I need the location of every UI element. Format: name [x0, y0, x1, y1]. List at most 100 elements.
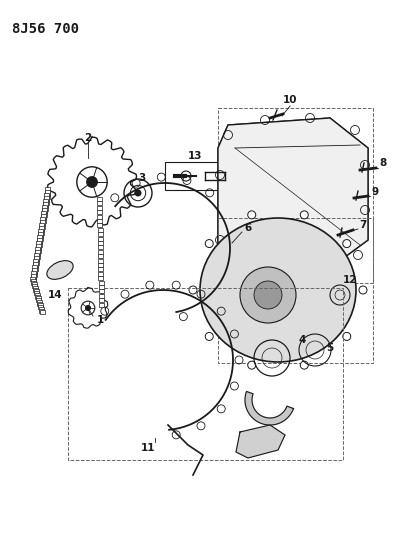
Bar — [99, 298, 104, 302]
Bar — [34, 289, 38, 293]
Polygon shape — [218, 118, 368, 275]
Bar — [41, 213, 47, 217]
Bar — [43, 199, 48, 203]
Bar — [34, 255, 40, 259]
Bar — [97, 215, 102, 219]
Circle shape — [343, 333, 351, 341]
Bar — [41, 208, 47, 212]
Bar — [32, 262, 38, 266]
Bar — [99, 285, 104, 289]
Circle shape — [86, 305, 90, 310]
Bar — [98, 228, 103, 232]
Bar — [36, 296, 41, 300]
Bar — [40, 225, 45, 229]
Bar — [45, 190, 49, 194]
Text: 4: 4 — [298, 335, 306, 345]
Circle shape — [343, 239, 351, 247]
Bar — [45, 192, 50, 196]
Bar — [165, 162, 240, 190]
Text: 12: 12 — [343, 275, 357, 285]
Bar — [38, 303, 43, 307]
Bar — [35, 252, 40, 256]
Text: 10: 10 — [283, 95, 297, 105]
Bar — [44, 193, 49, 197]
Bar — [34, 293, 40, 297]
Bar — [41, 211, 46, 215]
Bar — [40, 222, 45, 226]
Bar — [30, 274, 36, 278]
Bar — [33, 264, 38, 268]
Bar — [38, 229, 43, 233]
Bar — [30, 277, 35, 281]
Bar — [30, 279, 36, 283]
Ellipse shape — [47, 261, 73, 279]
Text: 8: 8 — [379, 158, 387, 168]
Bar — [43, 204, 48, 208]
Bar — [34, 261, 38, 265]
Bar — [36, 244, 41, 248]
Bar — [68, 288, 343, 460]
Bar — [34, 253, 39, 257]
Bar — [98, 241, 103, 245]
Bar — [98, 259, 103, 263]
Bar — [40, 220, 45, 224]
Bar — [97, 197, 102, 201]
Bar — [32, 267, 38, 271]
Bar — [31, 280, 36, 285]
Bar — [37, 235, 42, 239]
Circle shape — [254, 281, 282, 309]
Circle shape — [248, 211, 256, 219]
Bar — [99, 272, 103, 276]
Bar — [38, 305, 43, 309]
Ellipse shape — [200, 218, 356, 362]
Bar — [39, 309, 44, 312]
Bar — [45, 195, 49, 199]
Bar — [31, 271, 36, 275]
Bar — [45, 187, 50, 191]
Text: 5: 5 — [326, 343, 334, 353]
Text: 11: 11 — [141, 443, 155, 453]
Circle shape — [359, 286, 367, 294]
Bar — [36, 300, 41, 304]
Bar — [40, 310, 45, 314]
Bar — [36, 249, 41, 253]
Bar — [43, 207, 47, 211]
Bar — [42, 210, 47, 214]
Bar — [34, 256, 38, 260]
Bar — [38, 232, 43, 236]
Circle shape — [189, 286, 197, 294]
Bar — [38, 231, 43, 235]
Bar — [41, 219, 45, 223]
Bar — [97, 206, 102, 210]
Bar — [99, 294, 104, 298]
Bar — [32, 265, 37, 269]
Bar — [35, 295, 40, 298]
Bar — [98, 268, 103, 271]
Bar — [30, 279, 36, 282]
Bar — [42, 205, 47, 209]
Bar — [218, 218, 373, 363]
Bar — [98, 263, 103, 267]
Bar — [44, 198, 49, 202]
Bar — [36, 241, 41, 245]
Bar — [43, 202, 47, 206]
Bar — [97, 223, 103, 228]
Bar — [36, 243, 41, 247]
Text: 14: 14 — [48, 290, 62, 300]
Bar — [99, 280, 103, 285]
Text: 13: 13 — [188, 151, 202, 161]
Bar — [98, 245, 103, 249]
Bar — [33, 287, 38, 292]
Circle shape — [248, 361, 256, 369]
Circle shape — [300, 361, 308, 369]
Bar — [32, 286, 38, 290]
Bar — [39, 228, 44, 232]
Bar — [98, 250, 103, 254]
Bar — [37, 302, 42, 305]
Bar — [99, 276, 103, 280]
Bar — [34, 258, 39, 262]
Bar — [35, 247, 40, 251]
Bar — [38, 226, 43, 230]
Bar — [36, 246, 41, 250]
Bar — [97, 210, 102, 214]
